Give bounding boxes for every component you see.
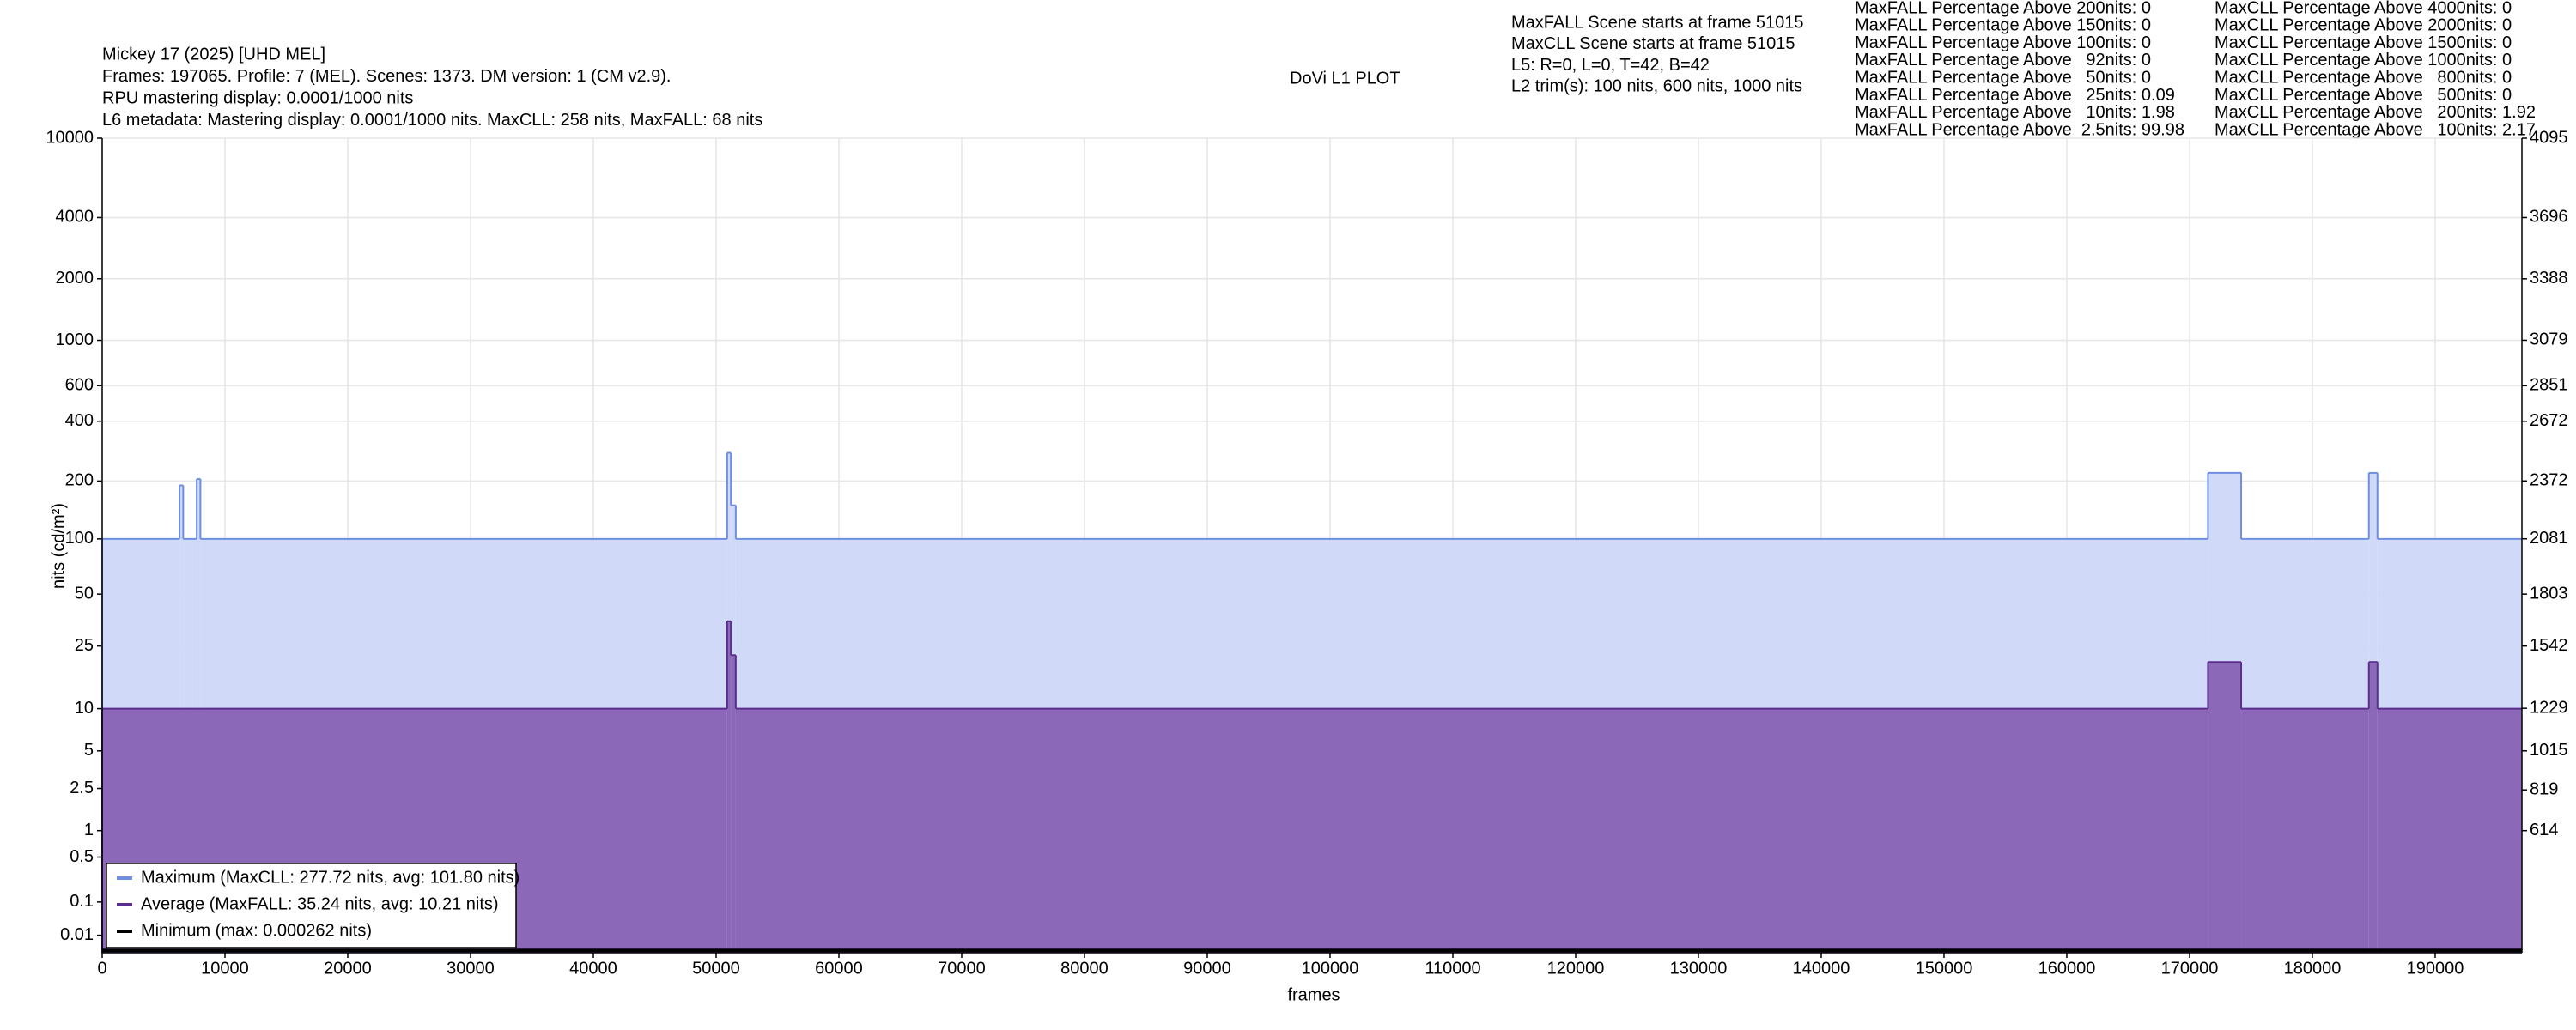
y-tick-label: 1000	[56, 330, 94, 349]
x-tick-label: 70000	[938, 959, 986, 978]
area-segment	[2377, 708, 2522, 953]
area-segment	[735, 708, 2208, 953]
chart-title: DoVi L1 PLOT	[1290, 69, 1400, 88]
maxcll-line: MaxCLL Percentage Above 1500nits: 0	[2215, 33, 2512, 52]
y2-tick-label: 614	[2530, 821, 2558, 839]
maxcll-line: MaxCLL Percentage Above 500nits: 0	[2215, 86, 2512, 105]
x-tick-label: 0	[97, 959, 106, 978]
maxcll-line: MaxCLL Percentage Above 100nits: 2.17	[2215, 120, 2536, 139]
x-tick-label: 20000	[324, 959, 372, 978]
scene-line: L5: R=0, L=0, T=42, B=42	[1511, 56, 1710, 75]
area-segment	[726, 621, 732, 953]
y-tick-label: 100	[65, 529, 94, 548]
scene-line: MaxCLL Scene starts at frame 51015	[1511, 34, 1795, 53]
y-tick-label: 10	[75, 699, 94, 718]
y-tick-label: 600	[65, 375, 94, 394]
x-axis-label: frames	[1287, 985, 1340, 1004]
x-tick-label: 160000	[2038, 959, 2096, 978]
y-tick-label: 2.5	[70, 779, 94, 797]
y-tick-label: 50	[75, 584, 94, 603]
area-segment	[2241, 708, 2369, 953]
y-tick-label: 400	[65, 411, 94, 430]
y2-tick-label: 3079	[2530, 330, 2568, 349]
y2-tick-label: 2081	[2530, 529, 2568, 548]
maxfall-line: MaxFALL Percentage Above 150nits: 0	[1855, 16, 2151, 35]
y-tick-label: 0.5	[70, 847, 94, 866]
y-tick-label: 1	[84, 821, 94, 839]
info-line: RPU mastering display: 0.0001/1000 nits	[102, 88, 413, 107]
x-tick-label: 190000	[2407, 959, 2464, 978]
maxcll-line: MaxCLL Percentage Above 200nits: 1.92	[2215, 103, 2536, 122]
y-tick-label: 200	[65, 471, 94, 490]
x-tick-label: 140000	[1793, 959, 1850, 978]
scene-line: MaxFALL Scene starts at frame 51015	[1511, 13, 1804, 32]
x-tick-label: 10000	[201, 959, 249, 978]
y2-tick-label: 1803	[2530, 584, 2568, 603]
y2-tick-label: 819	[2530, 779, 2558, 798]
maxfall-line: MaxFALL Percentage Above 25nits: 0.09	[1855, 86, 2175, 105]
x-tick-label: 40000	[569, 959, 617, 978]
maxfall-line: MaxFALL Percentage Above 92nits: 0	[1855, 51, 2151, 70]
y2-tick-label: 4095	[2530, 128, 2568, 147]
y2-tick-label: 2851	[2530, 376, 2568, 395]
maxfall-line: MaxFALL Percentage Above 100nits: 0	[1855, 33, 2151, 52]
x-tick-label: 50000	[692, 959, 740, 978]
y2-tick-label: 2672	[2530, 411, 2568, 430]
maxcll-line: MaxCLL Percentage Above 4000nits: 0	[2215, 0, 2512, 17]
y2-tick-label: 1015	[2530, 741, 2568, 760]
legend-box	[106, 863, 517, 948]
x-tick-label: 110000	[1425, 959, 1480, 978]
maxfall-line: MaxFALL Percentage Above 10nits: 1.98	[1855, 103, 2175, 122]
maxfall-line: MaxFALL Percentage Above 50nits: 0	[1855, 68, 2151, 87]
scene-line: L2 trim(s): 100 nits, 600 nits, 1000 nit…	[1511, 77, 1802, 96]
y-tick-label: 10000	[46, 128, 94, 147]
y2-tick-label: 2372	[2530, 471, 2568, 490]
x-tick-label: 60000	[815, 959, 863, 978]
maxfall-line: MaxFALL Percentage Above 2.5nits: 99.98	[1855, 120, 2184, 139]
area-segment	[2368, 662, 2378, 953]
area-segment	[731, 655, 736, 953]
y-tick-label: 0.01	[60, 925, 94, 944]
legend-label: Average (MaxFALL: 35.24 nits, avg: 10.21…	[141, 894, 499, 913]
y-tick-label: 5	[84, 741, 94, 760]
area-segment	[2208, 662, 2242, 953]
y-tick-label: 0.1	[70, 892, 94, 911]
y2-tick-label: 3388	[2530, 269, 2568, 288]
x-tick-label: 30000	[447, 959, 495, 978]
info-line: Frames: 197065. Profile: 7 (MEL). Scenes…	[102, 67, 671, 86]
y2-tick-label: 1229	[2530, 698, 2568, 717]
x-tick-label: 150000	[1916, 959, 1973, 978]
legend-label: Minimum (max: 0.000262 nits)	[141, 921, 372, 940]
info-line: L6 metadata: Mastering display: 0.0001/1…	[102, 111, 762, 130]
maxcll-line: MaxCLL Percentage Above 800nits: 0	[2215, 68, 2512, 87]
y-tick-label: 4000	[56, 208, 94, 227]
x-tick-label: 180000	[2284, 959, 2342, 978]
x-tick-label: 90000	[1183, 959, 1231, 978]
legend-label: Maximum (MaxCLL: 277.72 nits, avg: 101.8…	[141, 868, 519, 887]
y2-tick-label: 3696	[2530, 208, 2568, 227]
maxcll-line: MaxCLL Percentage Above 1000nits: 0	[2215, 51, 2512, 70]
y-tick-label: 2000	[56, 269, 94, 288]
x-tick-label: 130000	[1670, 959, 1728, 978]
maxfall-line: MaxFALL Percentage Above 200nits: 0	[1855, 0, 2151, 17]
x-tick-label: 120000	[1547, 959, 1605, 978]
maxcll-line: MaxCLL Percentage Above 2000nits: 0	[2215, 16, 2512, 35]
info-line: Mickey 17 (2025) [UHD MEL]	[102, 45, 325, 64]
y-axis-label: nits (cd/m²)	[49, 503, 68, 589]
x-tick-label: 170000	[2161, 959, 2219, 978]
y-tick-label: 25	[75, 636, 94, 655]
y2-tick-label: 1542	[2530, 636, 2568, 655]
x-tick-label: 100000	[1302, 959, 1359, 978]
x-tick-label: 80000	[1060, 959, 1109, 978]
